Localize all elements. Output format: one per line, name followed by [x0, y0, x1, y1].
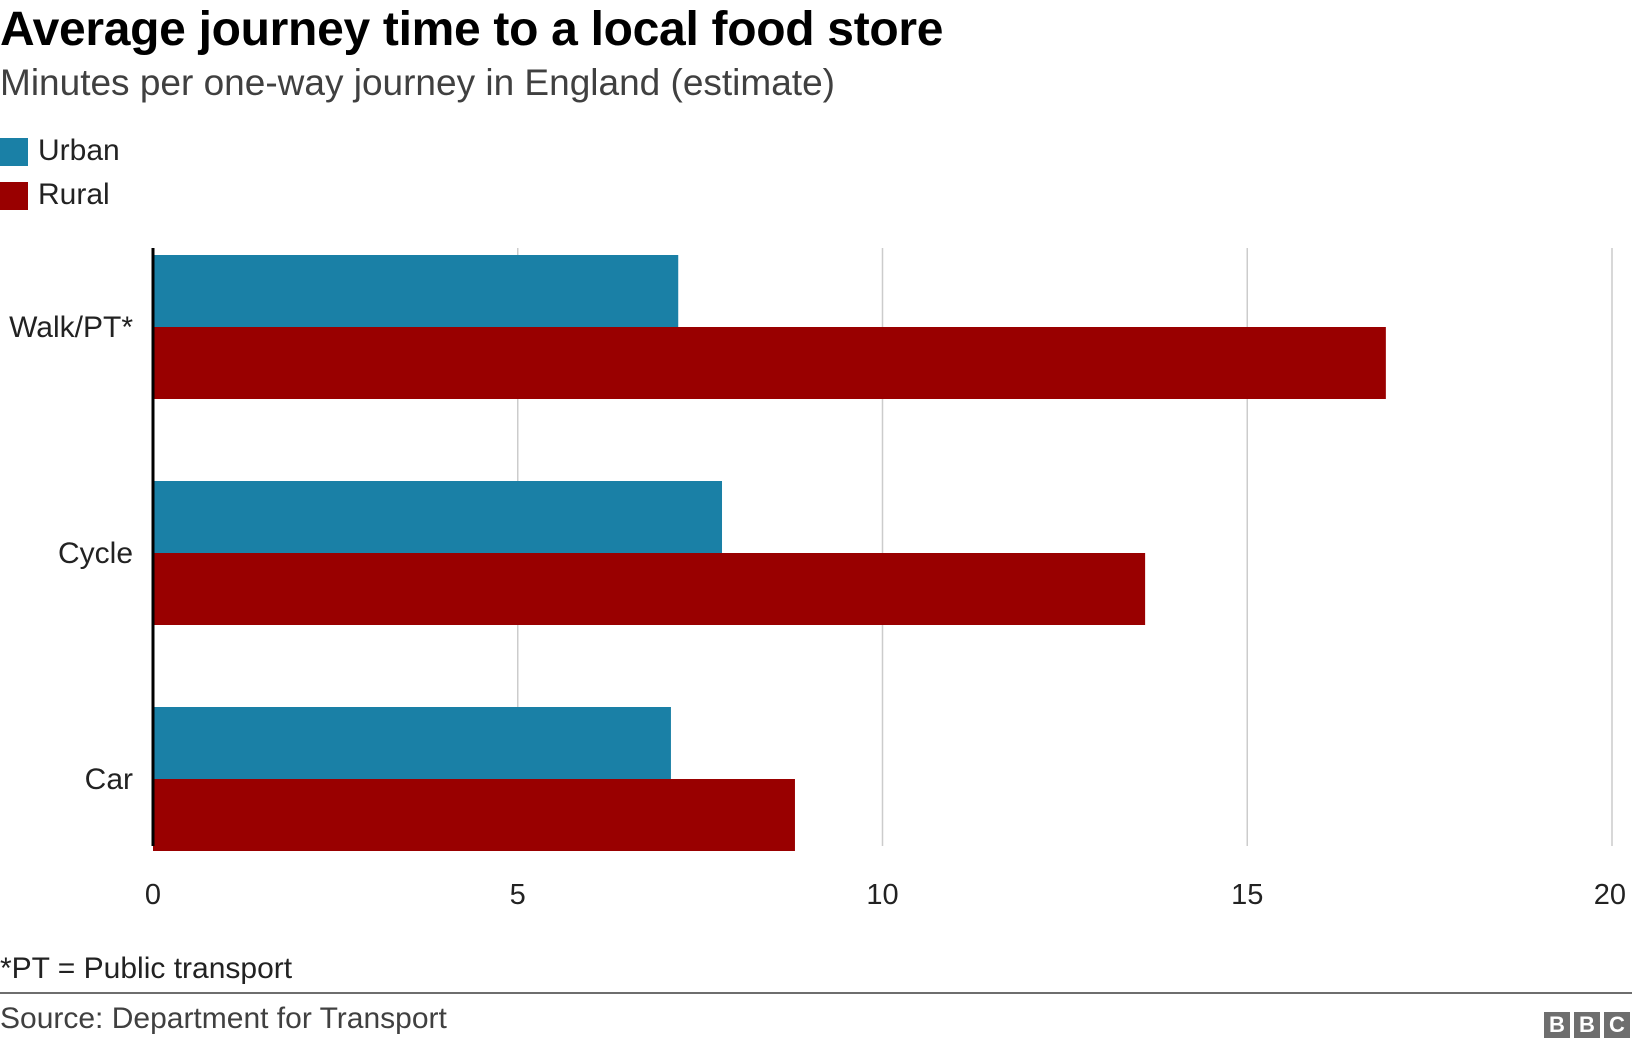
bbc-logo: B B C: [1544, 1012, 1630, 1038]
bbc-logo-letter: C: [1604, 1012, 1630, 1038]
bar-rural: [153, 779, 795, 851]
bar-rural: [153, 553, 1146, 625]
bar-chart: Walk/PT* Cycle Car 0 5 10 15 20: [9, 248, 1626, 911]
x-tick-label: 10: [866, 879, 898, 911]
bar-urban: [153, 707, 671, 779]
category-label: Car: [85, 763, 133, 796]
x-tick-label: 20: [1594, 879, 1626, 911]
x-tick-label: 15: [1231, 879, 1263, 911]
legend-label-rural: Rural: [38, 178, 110, 211]
bbc-logo-letter: B: [1544, 1012, 1570, 1038]
source-note: Source: Department for Transport: [0, 1002, 447, 1035]
legend-swatch-rural: [0, 182, 28, 210]
chart-title: Average journey time to a local food sto…: [0, 3, 944, 56]
divider: [0, 992, 1632, 994]
legend-label-urban: Urban: [38, 134, 120, 167]
category-label: Walk/PT*: [9, 311, 133, 344]
bbc-logo-letter: B: [1574, 1012, 1600, 1038]
legend-swatch-urban: [0, 138, 28, 166]
bar-rural: [153, 327, 1386, 399]
x-tick-label: 0: [145, 879, 161, 911]
x-tick-label: 5: [510, 879, 526, 911]
bar-urban: [153, 481, 723, 553]
category-label: Cycle: [58, 537, 133, 570]
footnote: *PT = Public transport: [0, 952, 293, 985]
bar-urban: [153, 255, 679, 327]
chart-subtitle: Minutes per one-way journey in England (…: [0, 62, 835, 103]
